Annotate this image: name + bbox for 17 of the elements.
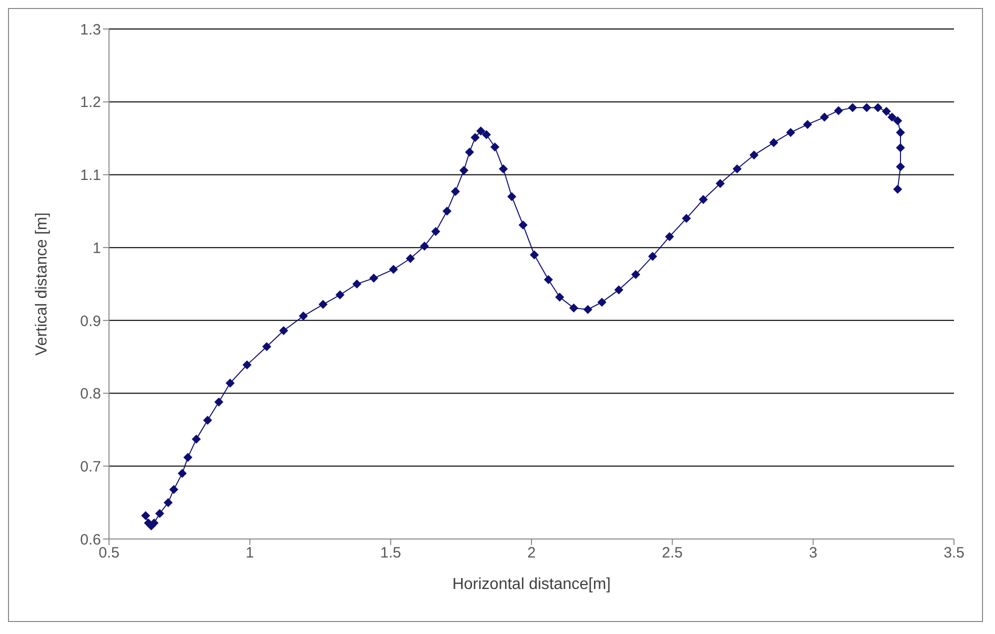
y-axis-title: Vertical distance [m] <box>34 212 51 356</box>
y-tick-label: 1 <box>92 240 101 257</box>
x-tick-label: 2.5 <box>662 544 683 562</box>
x-tick-label: 1 <box>246 544 254 562</box>
y-tick-label: 1.1 <box>80 167 101 184</box>
x-tick-label: 0.5 <box>98 544 120 562</box>
x-tick-label: 3 <box>808 544 818 562</box>
y-tick-label: 0.7 <box>80 458 101 476</box>
y-tick-label: 0.6 <box>80 531 101 548</box>
y-tick-label: 0.8 <box>80 386 101 403</box>
y-tick-label: 0.9 <box>80 312 101 330</box>
y-tick-label: 1.2 <box>80 94 101 112</box>
x-axis-title: Horizontal distance[m] <box>452 576 611 593</box>
y-tick-label: 1.3 <box>80 21 101 38</box>
x-tick-label: 3.5 <box>944 544 964 562</box>
x-tick-label: 1.5 <box>380 544 402 562</box>
x-tick-label: 2 <box>527 544 536 562</box>
